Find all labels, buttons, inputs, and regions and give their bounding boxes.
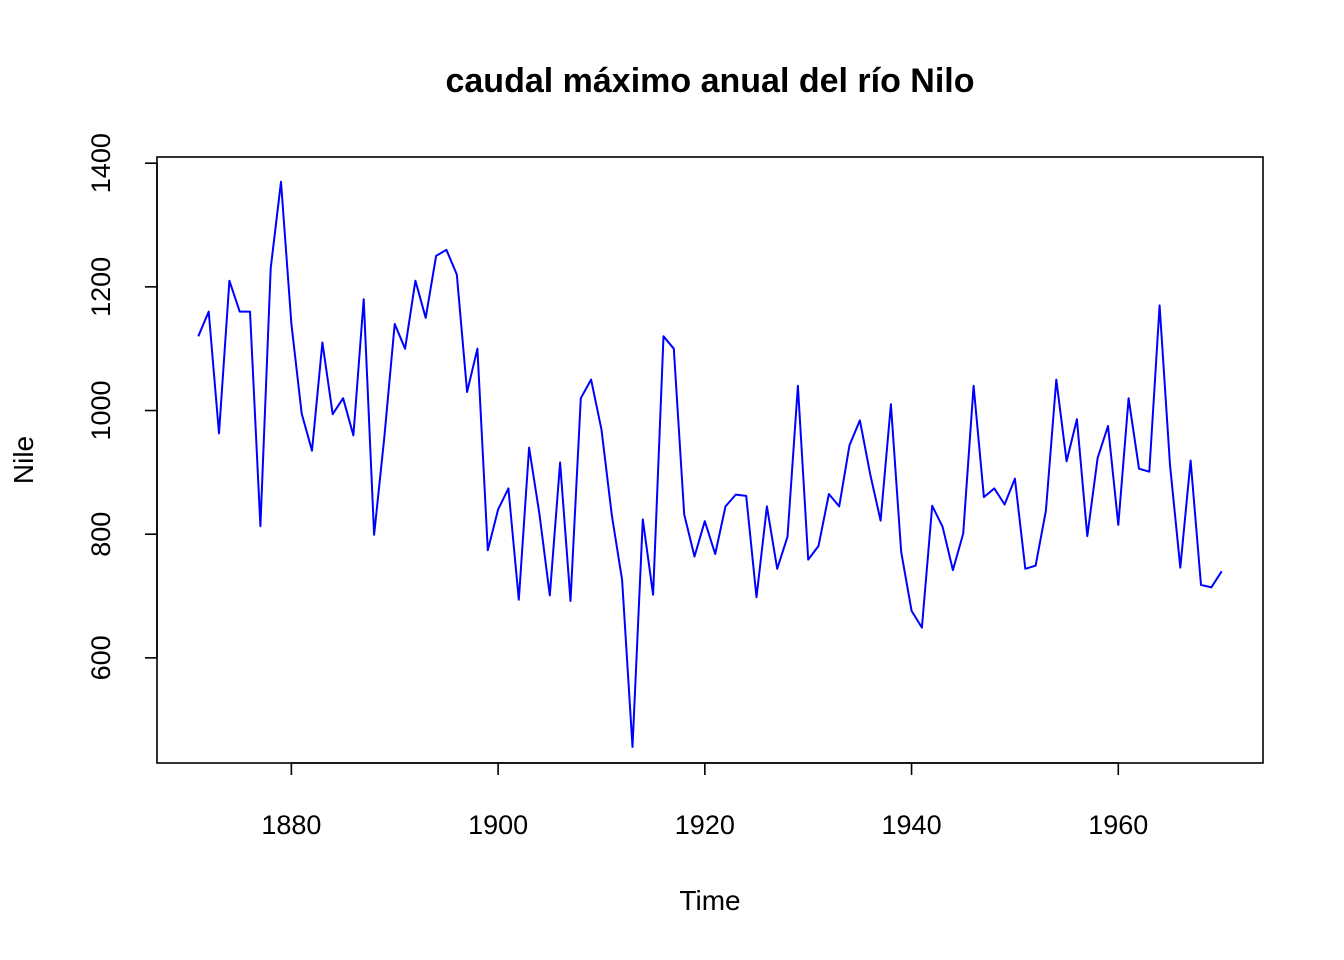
y-axis: 600 800 1000 1200 1400 xyxy=(86,133,158,680)
y-tick-label: 800 xyxy=(86,512,116,557)
x-axis-label: Time xyxy=(679,885,740,916)
y-tick-label: 1400 xyxy=(86,133,116,193)
nile-series-line xyxy=(197,180,1223,748)
y-tick-label: 1200 xyxy=(86,257,116,317)
y-tick-label: 600 xyxy=(86,635,116,680)
x-tick-label: 1900 xyxy=(468,810,528,840)
y-tick-label: 1000 xyxy=(86,380,116,440)
x-axis: 1880 1900 1920 1940 1960 xyxy=(261,762,1148,840)
chart-title: caudal máximo anual del río Nilo xyxy=(445,62,974,100)
x-tick-label: 1960 xyxy=(1088,810,1148,840)
x-tick-label: 1920 xyxy=(675,810,735,840)
x-tick-label: 1880 xyxy=(261,810,321,840)
y-axis-label: Nile xyxy=(8,436,39,484)
x-tick-label: 1940 xyxy=(882,810,942,840)
